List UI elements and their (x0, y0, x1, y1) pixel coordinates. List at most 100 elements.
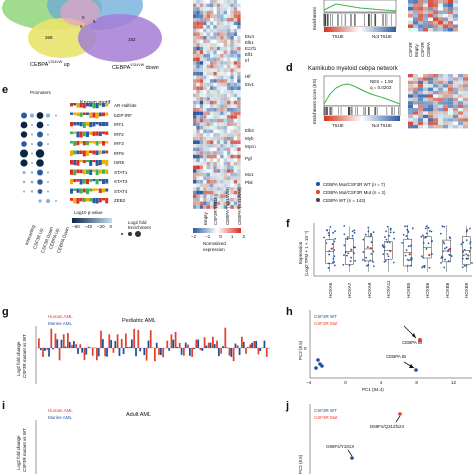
heatmap-cell (223, 43, 227, 47)
motif-label: IRF8 (114, 150, 124, 156)
heatmap-cell (220, 111, 224, 116)
box-point (369, 259, 372, 262)
gsea-d-heat-cell (433, 111, 438, 115)
box-point (334, 237, 337, 240)
heatmap-cell (230, 165, 234, 170)
bar-g-legend-murine: Murine AML (48, 321, 73, 326)
motif-label: STAT3 (114, 179, 128, 184)
box-point (406, 258, 409, 261)
gsea-d-heat-cell (433, 114, 438, 119)
heatmap-cell (193, 147, 197, 152)
box-point (349, 260, 352, 263)
heatmap-cell (227, 205, 231, 209)
gsea-d-heat-cell (458, 97, 463, 102)
motif-logo-letter (95, 179, 99, 185)
heatmap-cell (220, 198, 224, 202)
heatmap-cell (196, 205, 200, 209)
gsea-d-heat-cell (443, 104, 448, 108)
panel-label-i: i (2, 400, 6, 412)
heatmap-cell (206, 43, 210, 47)
box-point (351, 237, 354, 240)
heatmap-cell (210, 0, 214, 4)
bar-human (145, 348, 148, 361)
box-point (386, 241, 389, 244)
gsea-d-heat-cell (438, 87, 443, 91)
heatmap-cell (230, 172, 234, 177)
heatmap-cell (227, 57, 231, 62)
gsea-d-heat-cell (448, 97, 453, 102)
heatmap-cell (233, 97, 238, 101)
box-point (353, 246, 356, 249)
heatmap-cell (227, 3, 231, 8)
gsea-d-heat-cell (413, 121, 418, 125)
motif-logo-letter (92, 198, 96, 204)
bar-human (191, 348, 194, 357)
heatmap-cell (216, 50, 221, 54)
heatmap-cell (213, 46, 217, 51)
box-point (405, 235, 408, 237)
heatmap-cell (196, 36, 200, 40)
heatmap-cell (199, 54, 204, 58)
bar-murine (81, 348, 84, 353)
motif-logo-letter (70, 150, 73, 156)
heatmap-cell (237, 154, 241, 159)
heatmap-cell (233, 201, 238, 206)
gsea-d-heat-cell (458, 114, 463, 119)
motif-logo-letter (86, 141, 89, 146)
heatmap-cell (216, 183, 221, 188)
top-side-label-4: CEBPA (426, 42, 431, 57)
heatmap-cell (206, 144, 210, 148)
heatmap-cell (237, 108, 241, 112)
heatmap-cell (206, 194, 210, 198)
heatmap-cell (193, 39, 197, 44)
motif-logo-letter (73, 188, 77, 191)
heatmap-cell (216, 97, 221, 101)
heatmap-cell (206, 147, 210, 152)
heatmap-cell (206, 32, 210, 36)
motif-logo-letter (102, 179, 105, 185)
heatmap-cell (227, 201, 231, 206)
heatmap-cell (193, 36, 197, 40)
bar-murine (201, 348, 204, 351)
mini-heat-cell (443, 17, 448, 21)
venn-svg (2, 0, 162, 62)
heatmap-cell (216, 201, 221, 206)
heatmap-cell (237, 10, 241, 15)
box-point (404, 254, 407, 257)
heatmap-cell (220, 28, 224, 33)
heatmap-cell (193, 165, 197, 170)
heatmap-cell (206, 151, 210, 155)
heatmap-cell (223, 205, 227, 209)
motif-dot (47, 190, 49, 193)
motif-logo-letter (105, 122, 109, 126)
heatmap-cell (227, 100, 231, 105)
heatmap-cell (206, 7, 210, 11)
box-point-mut (467, 254, 470, 257)
gsea-d-heat-cell (448, 111, 453, 115)
heatmap-cell (213, 54, 217, 58)
pca-h-xtick: 8 (415, 380, 418, 385)
box-point (370, 253, 373, 255)
motif-logo-letter (92, 188, 96, 192)
mini-heat-cell (418, 14, 423, 18)
gsea-d-heat-cell (453, 114, 458, 119)
box-point (421, 266, 423, 269)
venn-count-0a: 0 (82, 15, 85, 20)
heatmap-cell (193, 46, 197, 51)
heatmap-xlabel-csf3r: CSF3R^{T618I} (213, 193, 218, 225)
gsea-d-heat-cell (458, 74, 463, 78)
heatmap-cell (206, 28, 210, 33)
heatmap-cell (210, 54, 214, 58)
bar-human (62, 334, 65, 348)
bar-murine (48, 348, 50, 357)
gsea-d-heat-cell (413, 118, 418, 122)
heatmap-cell (213, 187, 217, 191)
heatmap-cell (220, 93, 224, 98)
box-point (468, 250, 471, 253)
box-point (465, 253, 468, 256)
top-side-label-2: Empty (414, 44, 419, 57)
heatmap-cell (193, 86, 197, 90)
mini-heat-cell (413, 0, 418, 4)
motif-logo-letter (98, 131, 102, 137)
heatmap-cell (206, 140, 210, 144)
